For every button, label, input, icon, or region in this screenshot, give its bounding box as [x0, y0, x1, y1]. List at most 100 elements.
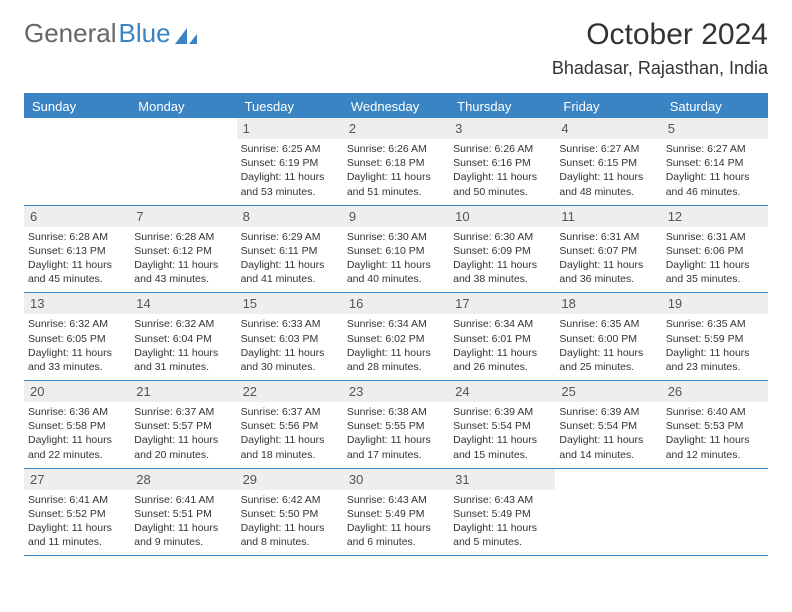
- day-cell: .: [24, 118, 130, 205]
- sunrise-line: Sunrise: 6:31 AM: [666, 230, 764, 244]
- sunrise-line: Sunrise: 6:27 AM: [666, 142, 764, 156]
- day-cell: 23Sunrise: 6:38 AMSunset: 5:55 PMDayligh…: [343, 381, 449, 468]
- daylight-line: Daylight: 11 hours and 9 minutes.: [134, 521, 232, 549]
- dow-header-row: SundayMondayTuesdayWednesdayThursdayFrid…: [24, 95, 768, 118]
- sunrise-line: Sunrise: 6:38 AM: [347, 405, 445, 419]
- sunset-line: Sunset: 6:13 PM: [28, 244, 126, 258]
- sunrise-line: Sunrise: 6:32 AM: [134, 317, 232, 331]
- dow-header: Monday: [130, 95, 236, 118]
- sunrise-line: Sunrise: 6:26 AM: [453, 142, 551, 156]
- sunset-line: Sunset: 5:49 PM: [347, 507, 445, 521]
- sunrise-line: Sunrise: 6:28 AM: [28, 230, 126, 244]
- day-info: Sunrise: 6:27 AMSunset: 6:14 PMDaylight:…: [662, 142, 768, 199]
- day-info: Sunrise: 6:34 AMSunset: 6:02 PMDaylight:…: [343, 317, 449, 374]
- dow-header: Thursday: [449, 95, 555, 118]
- day-cell: 3Sunrise: 6:26 AMSunset: 6:16 PMDaylight…: [449, 118, 555, 205]
- sunrise-line: Sunrise: 6:43 AM: [453, 493, 551, 507]
- sunset-line: Sunset: 5:56 PM: [241, 419, 339, 433]
- day-number: 12: [662, 206, 768, 227]
- day-info: Sunrise: 6:27 AMSunset: 6:15 PMDaylight:…: [555, 142, 661, 199]
- daylight-line: Daylight: 11 hours and 6 minutes.: [347, 521, 445, 549]
- day-info: Sunrise: 6:38 AMSunset: 5:55 PMDaylight:…: [343, 405, 449, 462]
- daylight-line: Daylight: 11 hours and 23 minutes.: [666, 346, 764, 374]
- location-label: Bhadasar, Rajasthan, India: [552, 58, 768, 79]
- day-info: Sunrise: 6:28 AMSunset: 6:13 PMDaylight:…: [24, 230, 130, 287]
- sunrise-line: Sunrise: 6:29 AM: [241, 230, 339, 244]
- week-row: 6Sunrise: 6:28 AMSunset: 6:13 PMDaylight…: [24, 206, 768, 294]
- daylight-line: Daylight: 11 hours and 43 minutes.: [134, 258, 232, 286]
- week-row: 27Sunrise: 6:41 AMSunset: 5:52 PMDayligh…: [24, 469, 768, 557]
- day-info: Sunrise: 6:42 AMSunset: 5:50 PMDaylight:…: [237, 493, 343, 550]
- logo-text-blue: Blue: [119, 18, 171, 49]
- title-block: October 2024 Bhadasar, Rajasthan, India: [552, 18, 768, 79]
- daylight-line: Daylight: 11 hours and 36 minutes.: [559, 258, 657, 286]
- sunrise-line: Sunrise: 6:30 AM: [453, 230, 551, 244]
- daylight-line: Daylight: 11 hours and 48 minutes.: [559, 170, 657, 198]
- day-number: 2: [343, 118, 449, 139]
- sunset-line: Sunset: 6:04 PM: [134, 332, 232, 346]
- sunrise-line: Sunrise: 6:37 AM: [134, 405, 232, 419]
- sunset-line: Sunset: 6:01 PM: [453, 332, 551, 346]
- sunrise-line: Sunrise: 6:43 AM: [347, 493, 445, 507]
- sunrise-line: Sunrise: 6:39 AM: [453, 405, 551, 419]
- sunset-line: Sunset: 5:50 PM: [241, 507, 339, 521]
- day-number: 1: [237, 118, 343, 139]
- day-cell: 17Sunrise: 6:34 AMSunset: 6:01 PMDayligh…: [449, 293, 555, 380]
- day-cell: 19Sunrise: 6:35 AMSunset: 5:59 PMDayligh…: [662, 293, 768, 380]
- daylight-line: Daylight: 11 hours and 28 minutes.: [347, 346, 445, 374]
- sunrise-line: Sunrise: 6:32 AM: [28, 317, 126, 331]
- sunset-line: Sunset: 5:58 PM: [28, 419, 126, 433]
- sunset-line: Sunset: 6:14 PM: [666, 156, 764, 170]
- day-info: Sunrise: 6:40 AMSunset: 5:53 PMDaylight:…: [662, 405, 768, 462]
- day-cell: 2 Sunrise: 6:26 AMSunset: 6:18 PMDaylight…: [343, 118, 449, 205]
- week-row: 20Sunrise: 6:36 AMSunset: 5:58 PMDayligh…: [24, 381, 768, 469]
- sunset-line: Sunset: 5:54 PM: [453, 419, 551, 433]
- sunrise-line: Sunrise: 6:34 AM: [453, 317, 551, 331]
- daylight-line: Daylight: 11 hours and 46 minutes.: [666, 170, 764, 198]
- sunset-line: Sunset: 6:05 PM: [28, 332, 126, 346]
- day-cell: 8Sunrise: 6:29 AMSunset: 6:11 PMDaylight…: [237, 206, 343, 293]
- daylight-line: Daylight: 11 hours and 51 minutes.: [347, 170, 445, 198]
- day-number: 22: [237, 381, 343, 402]
- dow-header: Friday: [555, 95, 661, 118]
- day-number: 8: [237, 206, 343, 227]
- day-info: Sunrise: 6:26 AMSunset: 6:18 PMDaylight:…: [343, 142, 449, 199]
- sunset-line: Sunset: 6:00 PM: [559, 332, 657, 346]
- sunset-line: Sunset: 6:03 PM: [241, 332, 339, 346]
- day-cell: 4Sunrise: 6:27 AMSunset: 6:15 PMDaylight…: [555, 118, 661, 205]
- day-info: Sunrise: 6:34 AMSunset: 6:01 PMDaylight:…: [449, 317, 555, 374]
- day-info: Sunrise: 6:43 AMSunset: 5:49 PMDaylight:…: [343, 493, 449, 550]
- sunset-line: Sunset: 5:57 PM: [134, 419, 232, 433]
- day-info: Sunrise: 6:37 AMSunset: 5:56 PMDaylight:…: [237, 405, 343, 462]
- day-number: 14: [130, 293, 236, 314]
- daylight-line: Daylight: 11 hours and 20 minutes.: [134, 433, 232, 461]
- day-cell: 20Sunrise: 6:36 AMSunset: 5:58 PMDayligh…: [24, 381, 130, 468]
- day-info: Sunrise: 6:41 AMSunset: 5:51 PMDaylight:…: [130, 493, 236, 550]
- dow-header: Tuesday: [237, 95, 343, 118]
- day-cell: 15Sunrise: 6:33 AMSunset: 6:03 PMDayligh…: [237, 293, 343, 380]
- sunrise-line: Sunrise: 6:41 AM: [134, 493, 232, 507]
- daylight-line: Daylight: 11 hours and 33 minutes.: [28, 346, 126, 374]
- day-info: Sunrise: 6:30 AMSunset: 6:09 PMDaylight:…: [449, 230, 555, 287]
- day-number: 26: [662, 381, 768, 402]
- sunrise-line: Sunrise: 6:35 AM: [559, 317, 657, 331]
- sunset-line: Sunset: 6:19 PM: [241, 156, 339, 170]
- daylight-line: Daylight: 11 hours and 8 minutes.: [241, 521, 339, 549]
- day-number: 5: [662, 118, 768, 139]
- day-info: Sunrise: 6:31 AMSunset: 6:06 PMDaylight:…: [662, 230, 768, 287]
- daylight-line: Daylight: 11 hours and 38 minutes.: [453, 258, 551, 286]
- logo-text-general: General: [24, 18, 117, 49]
- sunrise-line: Sunrise: 6:27 AM: [559, 142, 657, 156]
- day-info: Sunrise: 6:26 AMSunset: 6:16 PMDaylight:…: [449, 142, 555, 199]
- day-number: 25: [555, 381, 661, 402]
- sunset-line: Sunset: 6:02 PM: [347, 332, 445, 346]
- day-cell: .: [555, 469, 661, 556]
- day-number: 11: [555, 206, 661, 227]
- daylight-line: Daylight: 11 hours and 31 minutes.: [134, 346, 232, 374]
- day-cell: 13Sunrise: 6:32 AMSunset: 6:05 PMDayligh…: [24, 293, 130, 380]
- sunset-line: Sunset: 6:07 PM: [559, 244, 657, 258]
- day-number: 24: [449, 381, 555, 402]
- day-number: 16: [343, 293, 449, 314]
- day-number: 31: [449, 469, 555, 490]
- daylight-line: Daylight: 11 hours and 18 minutes.: [241, 433, 339, 461]
